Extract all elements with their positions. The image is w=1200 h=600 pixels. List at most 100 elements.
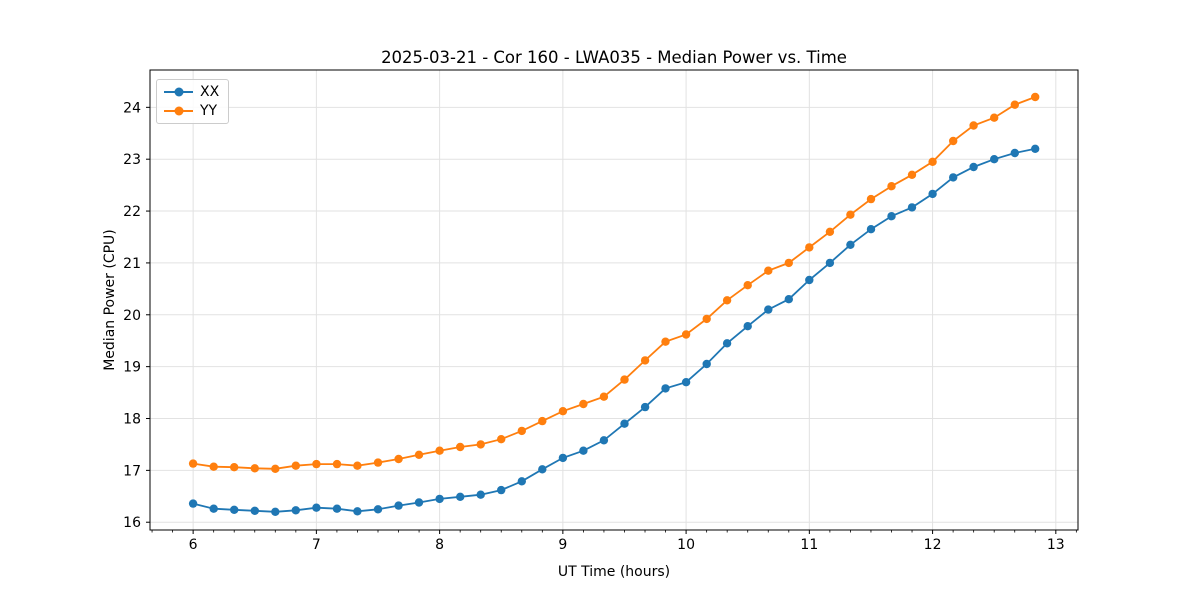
data-point-xx <box>332 504 342 513</box>
data-point-yy <box>969 121 978 130</box>
data-point-yy <box>209 462 218 471</box>
data-point-xx <box>456 492 465 501</box>
legend-label-yy: YY <box>200 103 218 119</box>
data-point-yy <box>414 450 424 459</box>
legend-item-yy[interactable]: YY <box>164 104 219 118</box>
y-tick-label: 17 <box>123 463 141 479</box>
data-point-yy <box>579 399 588 409</box>
data-point-xx <box>907 203 917 212</box>
data-point-yy <box>456 442 465 452</box>
data-point-xx <box>949 173 958 182</box>
data-point-xx <box>558 453 568 463</box>
data-point-xx <box>414 498 424 507</box>
data-point-xx <box>209 504 218 513</box>
x-tick-label: 6 <box>189 537 198 553</box>
data-point-xx <box>784 295 793 304</box>
data-point-yy <box>764 266 773 275</box>
legend[interactable]: XX YY <box>156 79 230 124</box>
y-axis-label: Median Power (CPU) <box>102 229 118 371</box>
y-tick-label: 20 <box>123 308 141 324</box>
data-point-yy <box>538 416 547 426</box>
x-tick-label: 9 <box>558 537 567 553</box>
x-tick-label: 8 <box>435 537 444 553</box>
data-point-yy <box>702 314 711 324</box>
data-point-yy <box>990 113 999 122</box>
data-point-yy <box>640 356 650 365</box>
data-point-yy <box>353 461 362 470</box>
data-point-xx <box>1031 144 1040 153</box>
data-point-yy <box>743 281 752 290</box>
data-point-xx <box>866 225 876 234</box>
data-point-xx <box>250 506 259 515</box>
x-axis-label: UT Time (hours) <box>557 564 671 580</box>
data-point-yy <box>661 337 670 346</box>
data-point-yy <box>949 136 958 146</box>
data-point-yy <box>312 459 321 469</box>
x-tick-label: 10 <box>677 537 695 553</box>
data-point-yy <box>620 375 629 384</box>
data-point-xx <box>846 240 855 249</box>
data-point-yy <box>517 426 526 436</box>
y-tick-label: 19 <box>123 360 141 376</box>
data-point-yy <box>846 210 855 219</box>
data-point-xx <box>517 477 526 486</box>
legend-item-xx[interactable]: XX <box>164 85 219 99</box>
data-point-xx <box>497 485 506 495</box>
data-point-xx <box>969 162 978 172</box>
y-tick-label: 24 <box>123 100 141 116</box>
data-point-xx <box>661 384 670 393</box>
y-tick-label: 21 <box>123 256 141 272</box>
data-point-yy <box>825 227 835 236</box>
data-point-xx <box>373 505 383 514</box>
data-point-yy <box>558 407 568 416</box>
data-point-xx <box>887 212 896 221</box>
data-point-xx <box>825 258 835 268</box>
data-point-yy <box>1010 100 1019 109</box>
data-point-xx <box>230 505 239 514</box>
chart-title: 2025-03-21 - Cor 160 - LWA035 - Median P… <box>381 48 847 67</box>
data-point-yy <box>866 194 876 204</box>
data-point-xx <box>805 275 814 285</box>
data-point-yy <box>332 459 342 469</box>
series-line-yy <box>192 96 1036 470</box>
data-point-xx <box>928 189 937 199</box>
data-point-yy <box>435 446 444 455</box>
y-tick-label: 16 <box>123 515 141 531</box>
data-point-yy <box>1031 92 1040 102</box>
y-tick-label: 22 <box>123 204 141 220</box>
data-point-xx <box>312 503 321 512</box>
data-point-xx <box>640 402 650 412</box>
x-tick-label: 12 <box>924 537 942 553</box>
data-point-xx <box>702 359 711 369</box>
plot-border <box>149 69 1079 531</box>
data-point-xx <box>538 465 547 474</box>
data-point-xx <box>271 507 280 516</box>
data-point-yy <box>230 463 239 472</box>
data-point-yy <box>907 170 917 179</box>
data-point-yy <box>476 440 485 449</box>
data-point-xx <box>1010 148 1019 158</box>
data-point-xx <box>188 499 198 508</box>
series-line-xx <box>192 147 1036 513</box>
data-point-xx <box>291 506 300 515</box>
y-tick-label: 23 <box>123 152 141 168</box>
data-point-yy <box>722 296 732 305</box>
data-point-xx <box>764 305 773 314</box>
data-point-xx <box>353 507 362 516</box>
data-point-xx <box>990 155 999 164</box>
data-point-yy <box>784 258 793 268</box>
data-point-xx <box>743 322 752 331</box>
x-tick-label: 13 <box>1047 537 1065 553</box>
data-point-xx <box>681 378 691 387</box>
data-point-xx <box>394 501 403 510</box>
data-point-xx <box>579 446 588 455</box>
data-point-yy <box>250 464 259 473</box>
legend-line-marker-yy-icon <box>164 105 193 117</box>
data-point-yy <box>497 435 506 444</box>
data-point-yy <box>271 464 280 473</box>
data-point-yy <box>291 461 300 470</box>
x-tick-label: 11 <box>800 537 818 553</box>
data-point-xx <box>722 339 732 348</box>
